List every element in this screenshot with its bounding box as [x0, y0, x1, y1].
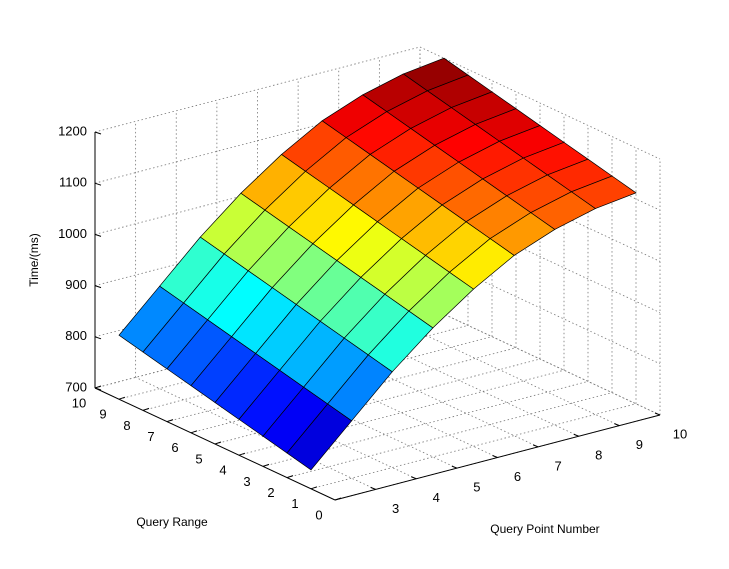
y-tick-label: 0 — [315, 507, 322, 522]
tick-mark — [118, 396, 126, 400]
y-axis-label: Query Range — [136, 515, 208, 529]
grid-line — [419, 46, 661, 160]
x-tick-label: 10 — [673, 426, 687, 441]
y-tick-label: 6 — [171, 440, 178, 455]
tick-mark — [451, 465, 458, 469]
y-tick-label: 10 — [72, 395, 86, 410]
y-tick-label: 3 — [243, 474, 250, 489]
tick-mark — [370, 486, 376, 490]
y-tick-label: 8 — [123, 418, 130, 433]
tick-mark — [573, 433, 579, 437]
tick-mark — [94, 233, 102, 237]
tick-mark — [492, 455, 498, 458]
x-tick-label: 8 — [595, 448, 602, 463]
y-tick-label: 9 — [99, 407, 106, 422]
tick-mark — [614, 423, 620, 427]
tick-mark — [142, 407, 150, 411]
x-tick-label: 3 — [392, 501, 399, 516]
tick-mark — [411, 476, 417, 480]
tick-mark — [94, 285, 102, 289]
y-tick-label: 4 — [219, 463, 226, 478]
tick-mark — [94, 182, 102, 186]
tick-mark — [94, 385, 102, 389]
y-tick-label: 5 — [195, 451, 202, 466]
y-tick-label: 7 — [147, 429, 154, 444]
x-tick-label: 9 — [636, 437, 643, 452]
z-tick-label: 1000 — [58, 226, 87, 241]
z-axis-label: Time/(ms) — [27, 233, 41, 287]
z-tick-label: 1100 — [59, 175, 87, 190]
x-tick-label: 5 — [473, 480, 480, 495]
tick-mark — [654, 412, 661, 416]
y-tick-label: 2 — [267, 485, 274, 500]
y-tick-label: 1 — [291, 496, 298, 511]
tick-mark — [286, 475, 294, 479]
x-tick-label: 6 — [514, 469, 521, 484]
tick-mark — [262, 463, 270, 467]
grid-line — [135, 377, 376, 490]
tick-mark — [310, 486, 318, 490]
z-tick-label: 800 — [65, 328, 87, 343]
z-tick-label: 700 — [65, 379, 87, 394]
tick-mark — [334, 497, 342, 501]
tick-mark — [94, 387, 102, 391]
tick-mark — [190, 430, 198, 434]
x-tick-label: 7 — [555, 458, 562, 473]
tick-mark — [94, 131, 102, 135]
surface-face — [286, 403, 353, 471]
tick-mark — [238, 452, 246, 456]
grid-line — [419, 302, 661, 416]
z-tick-label: 900 — [65, 277, 87, 292]
tick-mark — [214, 441, 222, 445]
z-tick-label: 1200 — [58, 123, 87, 138]
x-axis-label: Query Point Number — [490, 522, 599, 536]
tick-mark — [94, 336, 102, 340]
tick-mark — [532, 444, 539, 448]
tick-mark — [166, 419, 174, 423]
x-tick-label: 4 — [433, 490, 440, 505]
